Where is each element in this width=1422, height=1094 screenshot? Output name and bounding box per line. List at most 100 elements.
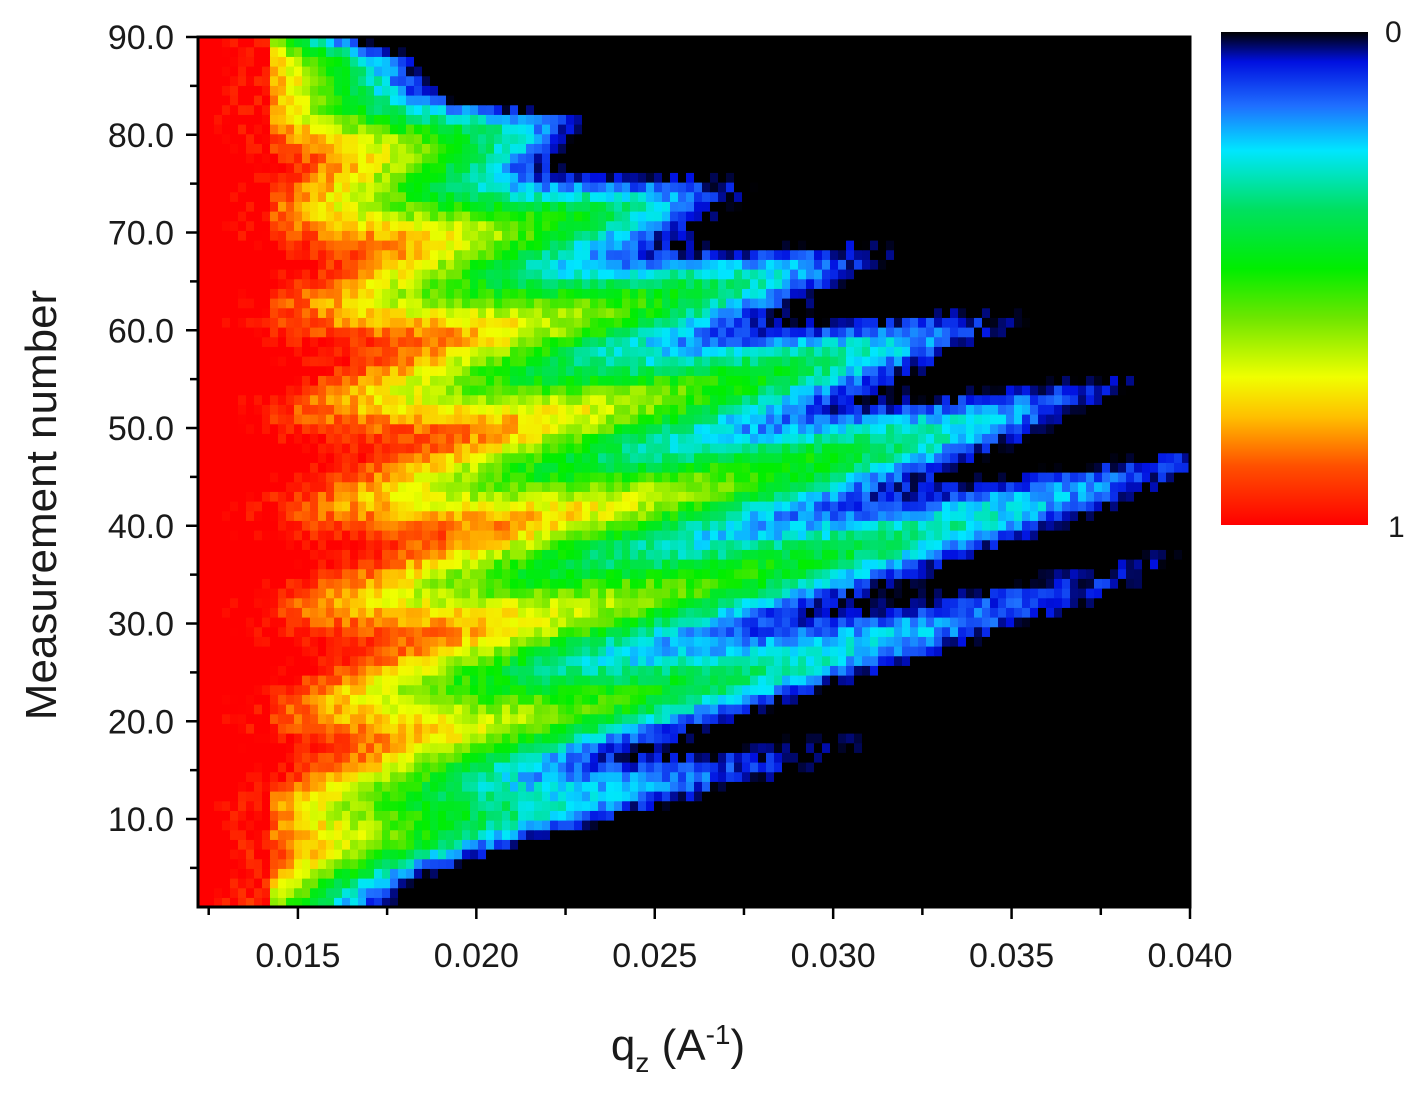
heatmap-cell [382, 762, 391, 773]
heatmap-cell [422, 858, 431, 869]
heatmap-cell [1118, 791, 1127, 802]
heatmap-cell [334, 704, 343, 715]
heatmap-cell [518, 733, 527, 744]
heatmap-cell [254, 887, 263, 898]
heatmap-cell [990, 694, 999, 705]
heatmap-cell [494, 791, 503, 802]
heatmap-cell [598, 530, 607, 541]
heatmap-cell [822, 684, 831, 695]
heatmap-cell [350, 655, 359, 666]
heatmap-cell [470, 510, 479, 521]
heatmap-cell [742, 752, 751, 763]
heatmap-cell [302, 868, 311, 879]
heatmap-cell [230, 878, 239, 889]
heatmap-cell [942, 868, 951, 879]
heatmap-cell [598, 752, 607, 763]
heatmap-cell [1102, 675, 1111, 686]
heatmap-cell [702, 617, 711, 628]
heatmap-cell [286, 878, 295, 889]
heatmap-cell [734, 607, 743, 618]
heatmap-cell [758, 646, 767, 657]
heatmap-cell [462, 539, 471, 550]
heatmap-cell [942, 723, 951, 734]
heatmap-cell [606, 742, 615, 753]
heatmap-cell [638, 791, 647, 802]
heatmap-cell [822, 646, 831, 657]
heatmap-cell [990, 539, 999, 550]
heatmap-cell [838, 800, 847, 811]
heatmap-cell [694, 810, 703, 821]
heatmap-cell [870, 858, 879, 869]
heatmap-cell [382, 607, 391, 618]
heatmap-cell [1030, 887, 1039, 898]
heatmap-cell [1038, 800, 1047, 811]
heatmap-cell [878, 781, 887, 792]
heatmap-cell [878, 539, 887, 550]
heatmap-cell [206, 858, 215, 869]
heatmap-cell [654, 549, 663, 560]
heatmap-cell [1006, 539, 1015, 550]
heatmap-cell [262, 626, 271, 637]
heatmap-cell [350, 887, 359, 898]
heatmap-cell [934, 897, 943, 908]
heatmap-cell [694, 684, 703, 695]
heatmap-cell [590, 539, 599, 550]
heatmap-cell [1110, 839, 1119, 850]
heatmap-cell [998, 597, 1007, 608]
heatmap-cell [550, 665, 559, 676]
heatmap-cell [830, 791, 839, 802]
heatmap-cell [750, 539, 759, 550]
heatmap-cell [366, 636, 375, 647]
heatmap-cell [934, 665, 943, 676]
heatmap-cell [550, 810, 559, 821]
heatmap-cell [358, 781, 367, 792]
heatmap-cell [998, 530, 1007, 541]
heatmap-cell [1134, 839, 1143, 850]
heatmap-cell [254, 539, 263, 550]
heatmap-cell [534, 752, 543, 763]
heatmap-cell [198, 713, 207, 724]
heatmap-cell [382, 829, 391, 840]
heatmap-cell [1102, 549, 1111, 560]
heatmap-cell [526, 781, 535, 792]
heatmap-cell [678, 820, 687, 831]
heatmap-cell [446, 897, 455, 908]
heatmap-cell [726, 868, 735, 879]
heatmap-cell [1046, 578, 1055, 589]
heatmap-cell [1014, 781, 1023, 792]
heatmap-cell [1014, 588, 1023, 599]
heatmap-cell [582, 897, 591, 908]
heatmap-cell [846, 800, 855, 811]
heatmap-cell [574, 549, 583, 560]
heatmap-cell [846, 675, 855, 686]
heatmap-cell [630, 723, 639, 734]
heatmap-cell [718, 878, 727, 889]
heatmap-cell [550, 626, 559, 637]
heatmap-cell [422, 733, 431, 744]
heatmap-cell [414, 588, 423, 599]
heatmap-cell [526, 549, 535, 560]
heatmap-cell [662, 733, 671, 744]
heatmap-cell [214, 752, 223, 763]
heatmap-cell [1118, 878, 1127, 889]
heatmap-cell [262, 762, 271, 773]
heatmap-cell [854, 655, 863, 666]
heatmap-cell [550, 597, 559, 608]
heatmap-cell [854, 694, 863, 705]
heatmap-cell [534, 704, 543, 715]
heatmap-cell [974, 829, 983, 840]
heatmap-cell [382, 597, 391, 608]
heatmap-cell [366, 713, 375, 724]
heatmap-cell [974, 810, 983, 821]
heatmap-cell [302, 520, 311, 531]
heatmap-cell [1174, 752, 1183, 763]
heatmap-cell [1030, 858, 1039, 869]
heatmap-cell [862, 694, 871, 705]
heatmap-cell [1086, 626, 1095, 637]
heatmap-cell [294, 713, 303, 724]
heatmap-cell [1078, 607, 1087, 618]
heatmap-cell [862, 549, 871, 560]
heatmap-cell [822, 626, 831, 637]
heatmap-cell [534, 626, 543, 637]
heatmap-cell [1054, 742, 1063, 753]
